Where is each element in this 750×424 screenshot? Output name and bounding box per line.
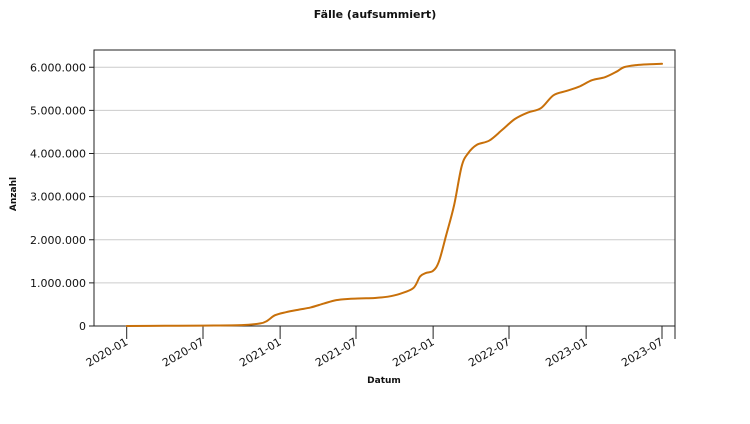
x-axis-label: Datum [367,376,401,386]
series-group [125,62,664,327]
y-tick-label: 2.000.000 [30,234,86,247]
y-axis-label: Anzahl [9,177,19,211]
y-tick-label: 0 [79,320,86,333]
x-tick-label: 2020-07 [160,335,206,369]
x-tick-label: 2020-01 [84,335,130,369]
x-tick-label: 2022-07 [466,335,512,369]
y-tick-label: 1.000.000 [30,277,86,290]
x-tick-label: 2021-01 [237,335,283,369]
x-axis: 2020-01 2020-07 2021-01 2021-07 2022-01 2022-… [84,326,676,370]
x-tick-label: 2022-01 [390,335,436,369]
x-tick-label: 2023-07 [619,335,665,369]
x-tick-label: 2021-07 [313,335,359,369]
series-line [125,62,664,327]
chart-title: Fälle (aufsummiert) [314,8,436,21]
x-tick-label: 2023-01 [543,335,589,369]
gridlines [94,66,675,284]
y-axis: 0 1.000.000 2.000.000 3.000.000 4.000.000 5.0… [30,61,94,333]
y-tick-label: 4.000.000 [30,148,86,161]
y-tick-label: 3.000.000 [30,191,86,204]
plot-frame [93,49,676,327]
y-tick-label: 6.000.000 [30,61,86,74]
y-tick-label: 5.000.000 [30,104,86,117]
